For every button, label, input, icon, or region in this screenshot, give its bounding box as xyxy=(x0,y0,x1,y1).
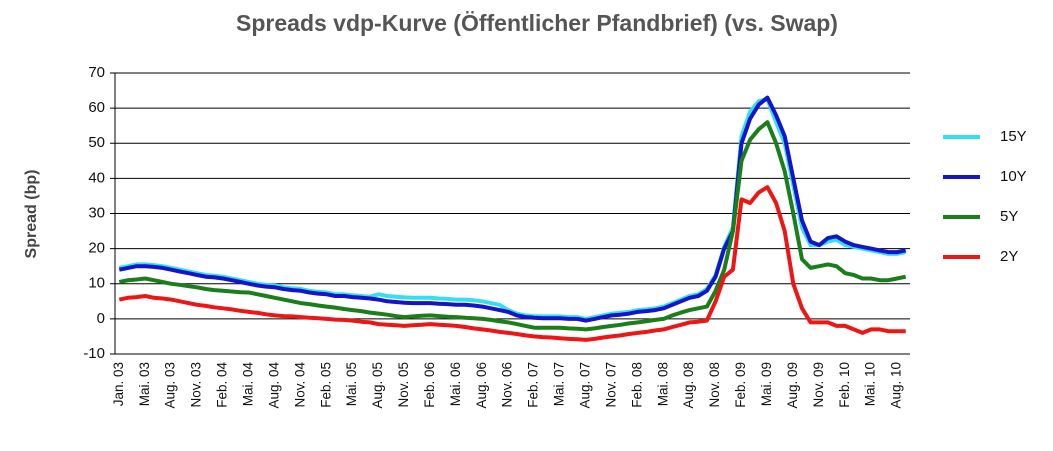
x-tick-label: Feb. 10 xyxy=(837,362,852,408)
x-tick-label: Nov. 08 xyxy=(707,362,722,408)
x-tick-label: Nov. 04 xyxy=(292,362,307,408)
x-tick-label: Aug. 03 xyxy=(163,362,178,409)
x-tick-label: Mai. 05 xyxy=(344,362,359,406)
series-line xyxy=(118,95,907,323)
x-tick-label: Aug. 10 xyxy=(889,362,904,409)
x-tick-label: Feb. 07 xyxy=(526,362,541,408)
x-tick-label: Mai. 08 xyxy=(655,362,670,406)
x-tick-label: Nov. 05 xyxy=(396,362,411,408)
x-tick-label: Aug. 08 xyxy=(681,362,696,409)
x-tick-label: Aug. 07 xyxy=(578,362,593,409)
legend-label: 2Y xyxy=(1000,248,1018,265)
x-tick-label: Feb. 05 xyxy=(318,362,333,408)
x-tick-label: Aug. 05 xyxy=(370,362,385,409)
x-tick-label: Nov. 06 xyxy=(500,362,515,408)
legend-label: 10Y xyxy=(1000,168,1027,185)
series-line xyxy=(118,120,907,332)
y-tick-label: 20 xyxy=(88,240,105,257)
y-tick-label: 60 xyxy=(88,99,105,116)
x-tick-label: Mai. 10 xyxy=(863,362,878,406)
y-tick-label: 50 xyxy=(88,134,105,151)
y-axis-label: Spread (bp) xyxy=(23,170,40,259)
x-tick-label: Feb. 06 xyxy=(422,362,437,408)
x-tick-label: Aug. 04 xyxy=(266,362,281,409)
legend-label: 15Y xyxy=(1000,128,1027,145)
x-tick-label: Nov. 07 xyxy=(603,362,618,408)
x-tick-label: Mai. 09 xyxy=(759,362,774,406)
x-tick-label: Aug. 09 xyxy=(785,362,800,409)
x-tick-label: Mai. 07 xyxy=(552,362,567,406)
x-tick-label: Mai. 04 xyxy=(241,362,256,407)
y-tick-label: -10 xyxy=(83,345,105,362)
y-tick-label: 40 xyxy=(88,169,105,186)
x-tick-label: Mai. 03 xyxy=(137,362,152,406)
y-tick-label: 0 xyxy=(97,310,105,327)
chart-title: Spreads vdp-Kurve (Öffentlicher Pfandbri… xyxy=(236,10,838,36)
x-tick-label: Aug. 06 xyxy=(474,362,489,409)
x-tick-label: Nov. 03 xyxy=(189,362,204,408)
y-tick-label: 30 xyxy=(88,204,105,221)
x-tick-label: Nov. 09 xyxy=(811,362,826,408)
legend-label: 5Y xyxy=(1000,208,1018,225)
x-tick-label: Mai. 06 xyxy=(448,362,463,406)
series-line xyxy=(118,97,907,321)
x-tick-label: Feb. 04 xyxy=(215,362,230,408)
x-tick-label: Feb. 09 xyxy=(733,362,748,408)
series-line xyxy=(118,185,906,342)
x-tick-label: Jan. 03 xyxy=(111,362,126,406)
y-tick-label: 10 xyxy=(88,275,105,292)
x-tick-label: Feb. 08 xyxy=(629,362,644,408)
y-tick-label: 70 xyxy=(88,64,105,81)
